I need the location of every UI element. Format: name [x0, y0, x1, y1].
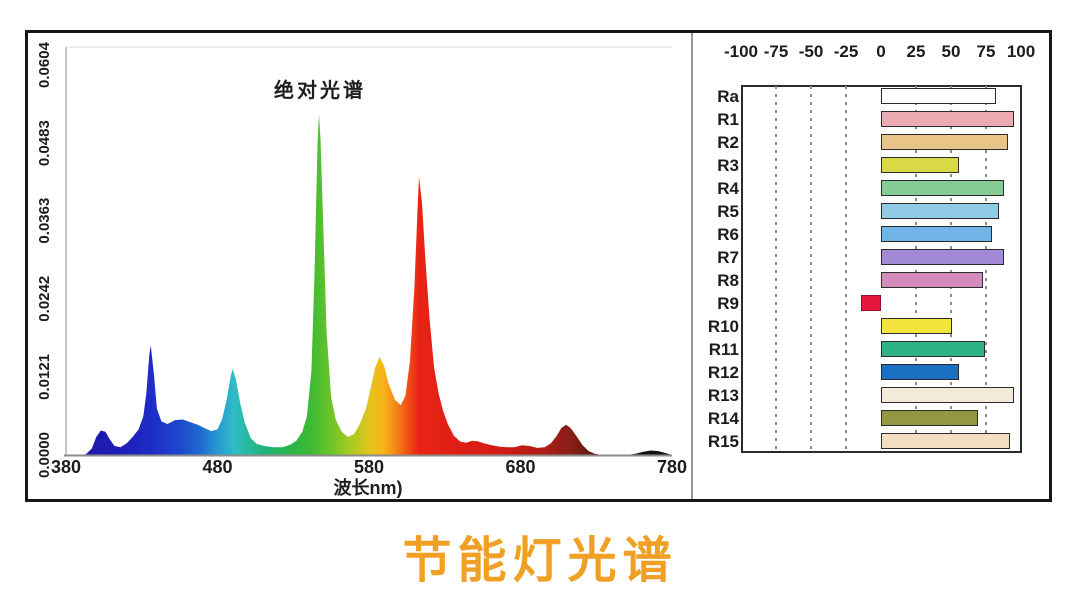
cri-row-label-ra: Ra [717, 87, 739, 106]
cri-bar-r12 [881, 364, 960, 380]
cri-tick-label: -25 [833, 42, 859, 61]
cri-bar-r14 [881, 410, 978, 426]
cri-tick-label: 0 [876, 42, 886, 61]
cri-row-label-r3: R3 [717, 156, 739, 175]
cri-row-label-r7: R7 [717, 248, 739, 267]
y-tick-label: 0.0604 [36, 41, 53, 88]
cri-gridline [985, 86, 987, 452]
cri-row-label-r12: R12 [707, 363, 739, 382]
cri-row-label-r13: R13 [707, 386, 739, 405]
cri-bar-r7 [881, 249, 1005, 265]
x-tick-label: 480 [202, 457, 232, 477]
cri-row-label-r9: R9 [717, 294, 739, 313]
cri-bar-r13 [881, 387, 1014, 403]
x-tick-label: 580 [354, 457, 384, 477]
caption-title: 节能灯光谱 [402, 534, 678, 588]
spectrum-chart: 0.0000 0.0121 0.0242 0.0363 0.0483 0.0604 380 4… [36, 41, 687, 478]
cri-gridline [810, 86, 812, 452]
x-tick-label: 380 [51, 457, 81, 477]
cri-tick-label: 75 [976, 42, 996, 61]
x-tick-label: 780 [657, 457, 687, 477]
cri-bar-r1 [881, 111, 1014, 127]
cri-bar-r10 [881, 318, 953, 334]
cri-bar-ra [881, 88, 996, 104]
x-axis-label: 波长nm) [333, 478, 403, 498]
y-tick-label: 0.0483 [36, 120, 53, 166]
cri-tick-label: 100 [1006, 42, 1036, 61]
cri-gridline [775, 86, 777, 452]
cri-row-label-r2: R2 [717, 133, 739, 152]
cri-gridline [845, 86, 847, 452]
cri-bar-r6 [881, 226, 992, 242]
cri-row-label-r10: R10 [707, 317, 739, 336]
cri-row-label-r14: R14 [707, 409, 739, 428]
y-tick-label: 0.0363 [36, 198, 53, 244]
cri-bar-r3 [881, 157, 960, 173]
cri-bar-r9 [861, 295, 881, 311]
cri-tick-label: 50 [941, 42, 961, 61]
cri-row-label-r11: R11 [708, 340, 739, 359]
cri-bar-r11 [881, 341, 985, 357]
cri-row-label-r4: R4 [717, 179, 739, 198]
cri-tick-label: -100 [723, 42, 759, 61]
cri-bar-r2 [881, 134, 1009, 150]
y-tick-label: 0.0121 [36, 354, 53, 400]
cri-gridline [950, 86, 952, 452]
x-tick-label: 680 [505, 457, 535, 477]
cri-bar-r15 [881, 433, 1010, 449]
cri-bar-r4 [881, 180, 1005, 196]
cri-bar-r8 [881, 272, 984, 288]
spectrum-title: 绝对光谱 [274, 80, 366, 102]
cri-tick-label: -75 [763, 42, 789, 61]
cri-bar-r5 [881, 203, 999, 219]
cri-gridline [915, 86, 917, 452]
spectrum-area-path [66, 114, 672, 455]
cri-chart: -100 -75 -50 -25 0 25 50 75 100 Ra R1 R2 R3 R4 R5 R6 R7 R… [700, 40, 1045, 470]
cri-tick-label: 25 [906, 42, 926, 61]
cri-row-label-r6: R6 [717, 225, 739, 244]
cri-tick-label: -50 [798, 42, 824, 61]
cri-row-label-r1: R1 [717, 110, 739, 129]
cri-row-label-r15: R15 [707, 432, 739, 451]
y-tick-label: 0.0000 [36, 432, 53, 478]
cri-row-label-r8: R8 [717, 271, 739, 290]
y-tick-label: 0.0242 [36, 276, 53, 322]
panel-divider [691, 33, 693, 499]
cri-row-label-r5: R5 [717, 202, 739, 221]
